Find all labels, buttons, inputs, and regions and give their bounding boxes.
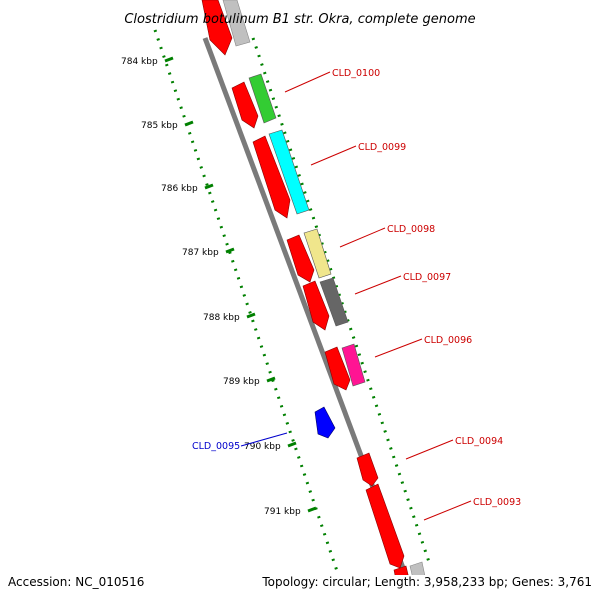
cds-arrow bbox=[365, 483, 405, 569]
topology-text: Topology: circular; Length: 3,958,233 bp… bbox=[261, 575, 592, 589]
kbp-tick-mark bbox=[246, 312, 256, 319]
cog-block bbox=[341, 343, 366, 387]
cds-arrow bbox=[201, 0, 233, 56]
cds-arrow bbox=[231, 81, 259, 129]
gene-leader-line bbox=[354, 275, 402, 295]
kbp-tick-mark bbox=[307, 506, 317, 513]
cds-arrow bbox=[252, 135, 291, 219]
gene-leader-line bbox=[405, 439, 454, 460]
gene-label[interactable]: CLD_0094 bbox=[455, 436, 503, 447]
cds-arrow bbox=[324, 346, 351, 391]
cds-arrow bbox=[356, 452, 379, 487]
gene-label[interactable]: CLD_0097 bbox=[403, 272, 451, 283]
kbp-tick-mark bbox=[225, 247, 235, 254]
cog-block bbox=[248, 73, 277, 124]
outer-tick-track bbox=[251, 37, 432, 566]
gene-leader-line bbox=[240, 432, 288, 447]
gene-label[interactable]: CLD_0098 bbox=[387, 224, 435, 235]
kbp-tick-label: 787 kbp bbox=[182, 248, 219, 258]
kbp-tick-label: 786 kbp bbox=[161, 184, 198, 194]
kbp-tick-label: 790 kbp bbox=[244, 442, 281, 452]
gene-leader-line bbox=[310, 145, 357, 166]
cds-arrow bbox=[393, 565, 409, 575]
kbp-tick-mark bbox=[266, 376, 276, 383]
gene-leader-line bbox=[284, 71, 331, 93]
gene-leader-line bbox=[423, 500, 472, 521]
gene-label[interactable]: CLD_0096 bbox=[424, 335, 472, 346]
kbp-tick-label: 788 kbp bbox=[203, 313, 240, 323]
accession-text: Accession: NC_010516 bbox=[8, 575, 144, 589]
cog-block bbox=[222, 0, 251, 47]
gene-label[interactable]: CLD_0095 bbox=[192, 441, 240, 452]
kbp-tick-mark bbox=[164, 56, 174, 63]
kbp-tick-mark bbox=[184, 120, 194, 127]
kbp-tick-label: 785 kbp bbox=[141, 121, 178, 131]
cds-arrow bbox=[314, 406, 336, 439]
cog-block bbox=[409, 561, 426, 575]
kbp-tick-mark bbox=[204, 183, 214, 190]
genome-title: Clostridium botulinum B1 str. Okra, comp… bbox=[124, 12, 475, 27]
gene-leader-line bbox=[339, 227, 386, 248]
cds-arrow bbox=[302, 280, 330, 331]
gene-label[interactable]: CLD_0093 bbox=[473, 497, 521, 508]
gene-label[interactable]: CLD_0099 bbox=[358, 142, 406, 153]
cog-block bbox=[319, 277, 349, 327]
kbp-tick-mark bbox=[287, 441, 297, 448]
gene-leader-line bbox=[374, 338, 423, 358]
gene-label[interactable]: CLD_0100 bbox=[332, 68, 380, 79]
kbp-tick-label: 789 kbp bbox=[223, 377, 260, 387]
cog-block bbox=[268, 129, 310, 215]
cog-block bbox=[303, 228, 332, 279]
kbp-tick-label: 784 kbp bbox=[121, 57, 158, 67]
kbp-tick-label: 791 kbp bbox=[264, 507, 301, 517]
cds-arrow bbox=[286, 234, 315, 283]
